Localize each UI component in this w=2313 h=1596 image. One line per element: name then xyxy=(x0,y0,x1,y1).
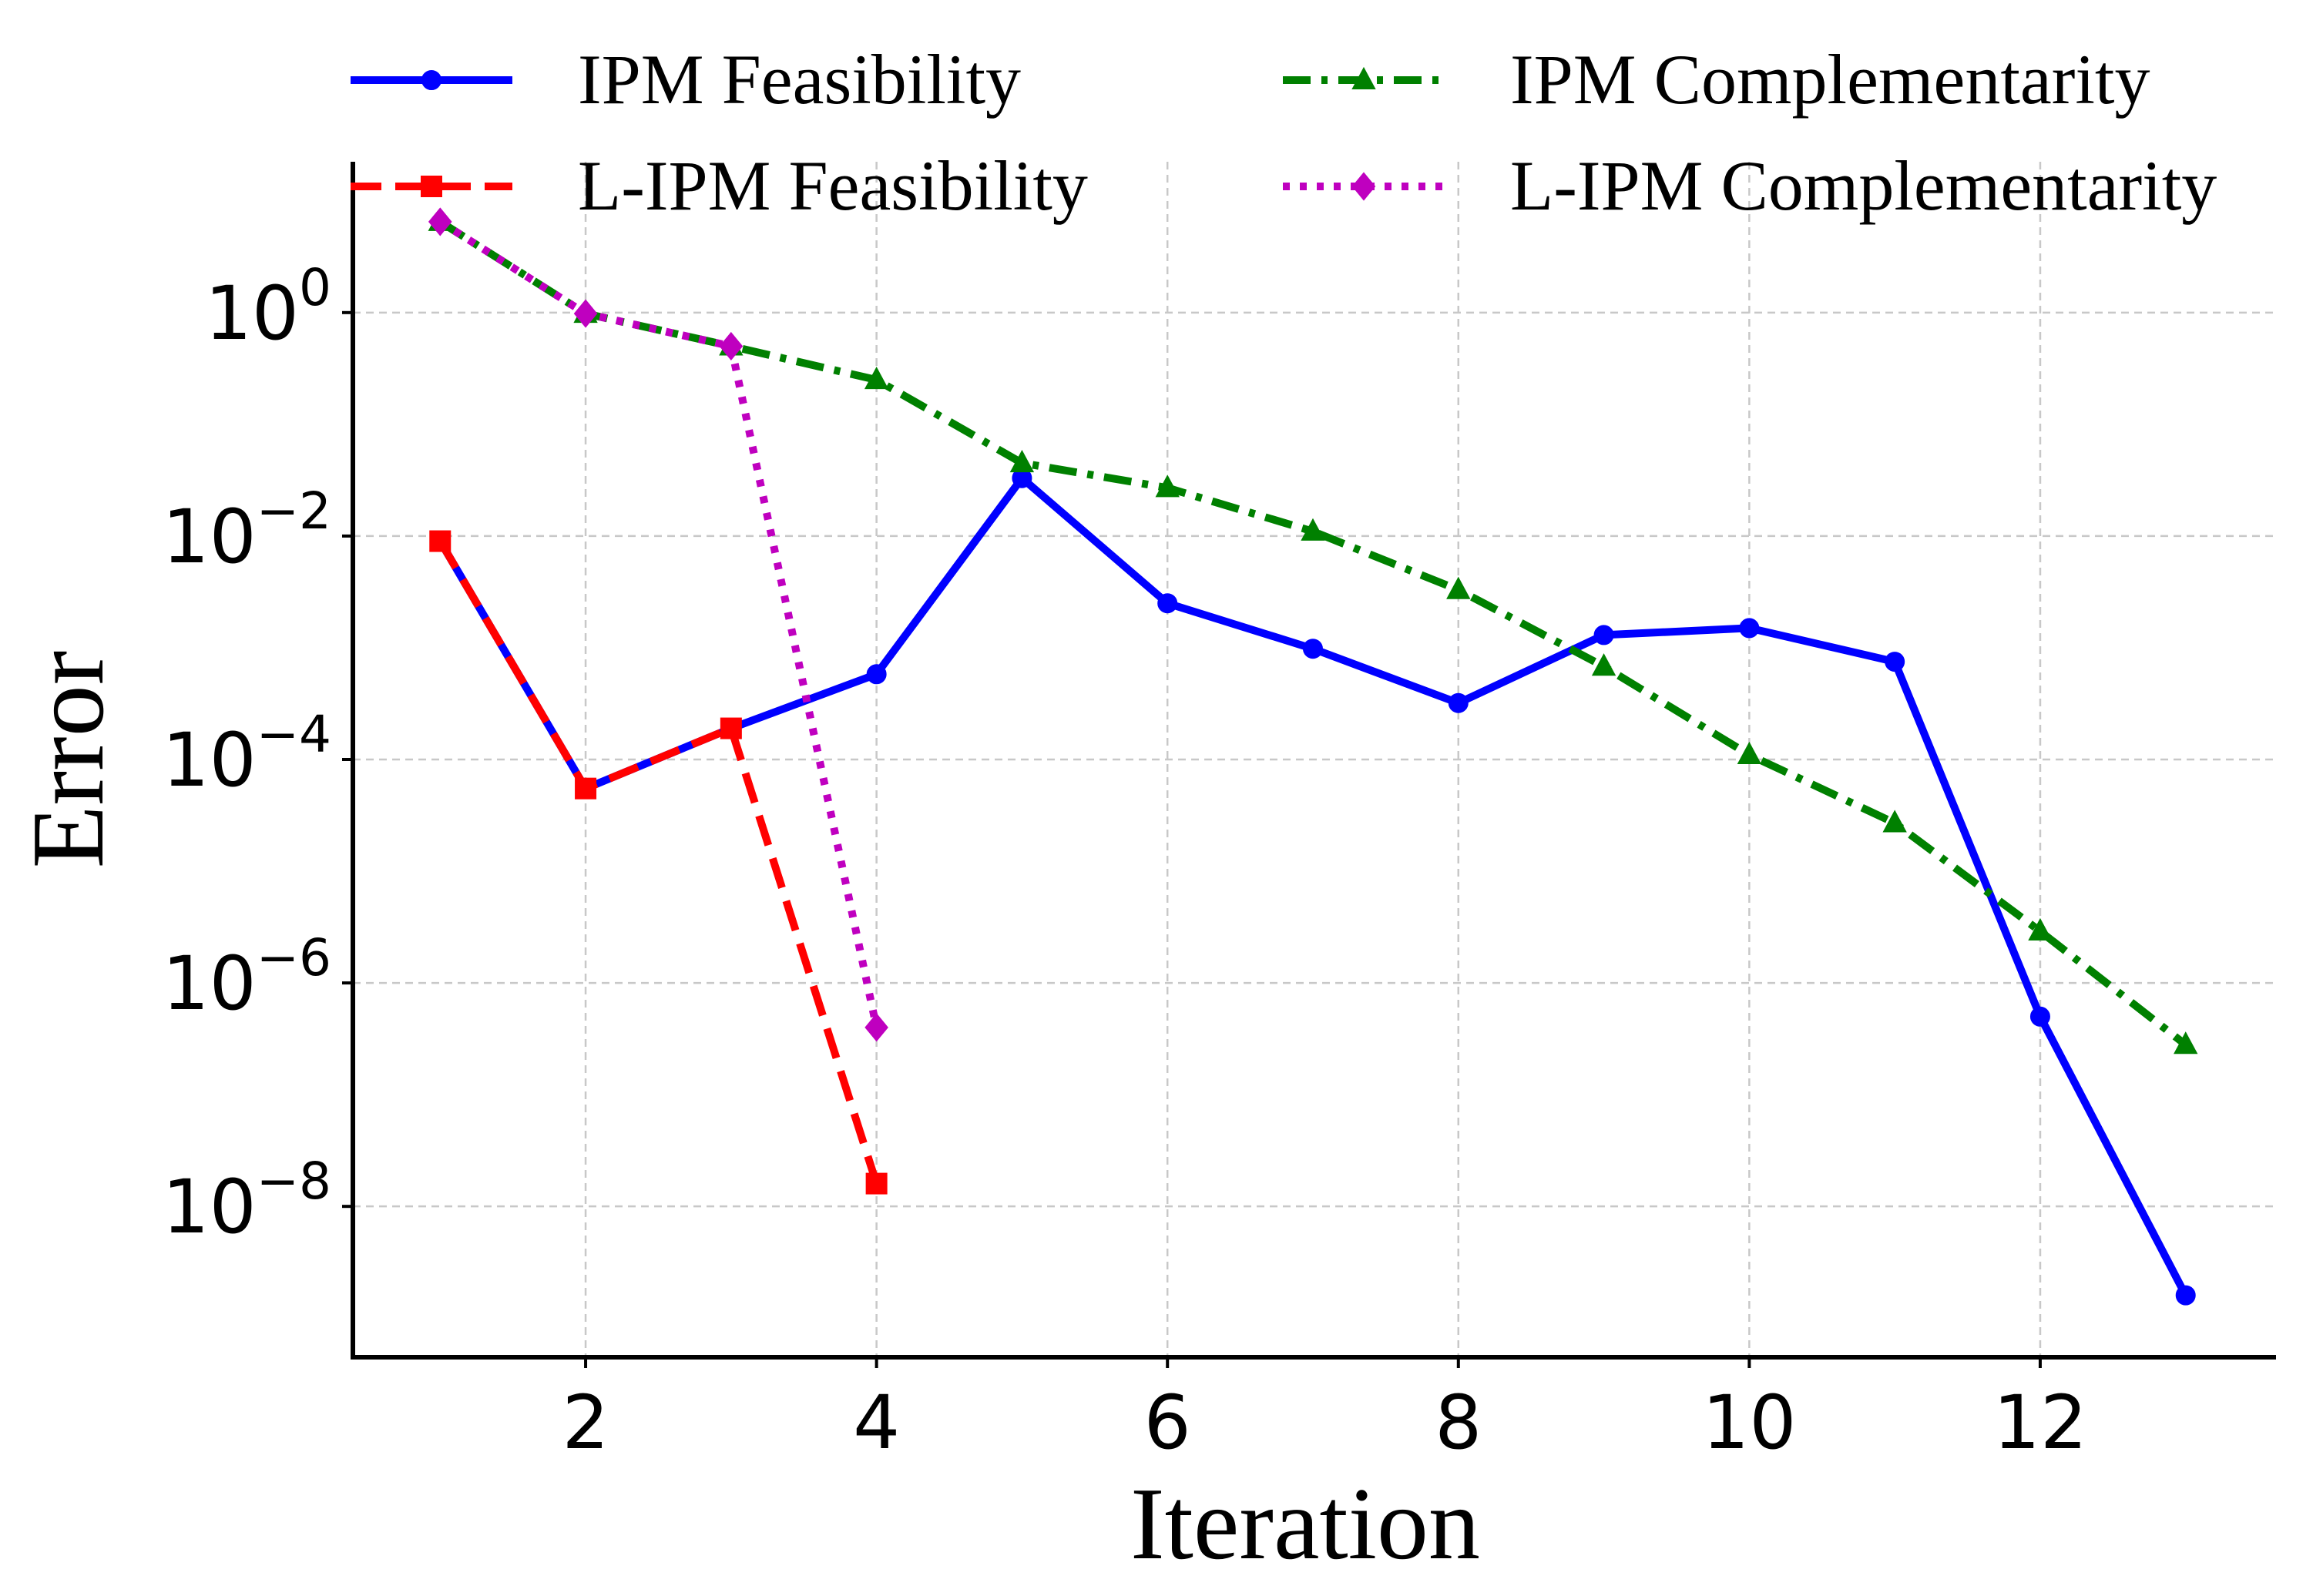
data-point xyxy=(429,530,452,552)
grid-layer xyxy=(353,162,2273,1357)
legend-label: IPM Feasibility xyxy=(578,40,1021,119)
legend-marker xyxy=(421,70,441,90)
legend-label: IPM Complementarity xyxy=(1510,40,2150,119)
data-point xyxy=(2174,1031,2198,1054)
series-layer xyxy=(428,207,2198,1306)
data-point xyxy=(1446,576,1471,599)
y-tick-label: 100 xyxy=(205,258,331,357)
legend-entry: L-IPM Complementarity xyxy=(1283,146,2217,225)
y-tick-labels: 100 10−2 10−4 10−6 10−8 xyxy=(163,258,353,1250)
x-tick-label: 6 xyxy=(1144,1380,1191,1466)
data-point xyxy=(864,1013,888,1042)
data-point xyxy=(1593,625,1614,645)
x-tick-label: 2 xyxy=(562,1380,609,1466)
data-point xyxy=(1155,474,1180,498)
legend-label: L-IPM Feasibility xyxy=(578,146,1088,225)
series-line xyxy=(436,539,881,1185)
legend-label: L-IPM Complementarity xyxy=(1510,146,2217,225)
series-ipm-complementarity xyxy=(428,208,2198,1054)
series-line xyxy=(438,218,881,1028)
x-axis-title: Iteration xyxy=(1130,1467,1480,1581)
data-point xyxy=(720,717,742,739)
data-point xyxy=(1739,618,1760,639)
x-tick-label: 12 xyxy=(1993,1380,2087,1466)
x-tick-label: 8 xyxy=(1435,1380,1482,1466)
data-point xyxy=(864,367,889,390)
y-tick-label: 10−8 xyxy=(163,1152,331,1250)
y-tick-label: 10−2 xyxy=(163,481,331,580)
data-point xyxy=(866,664,887,685)
series-line xyxy=(436,474,2190,1297)
data-point xyxy=(573,299,598,328)
legend-marker xyxy=(1351,66,1376,89)
data-point xyxy=(1157,593,1178,614)
legend: IPM Feasibility L-IPM Feasibility IPM Comp… xyxy=(351,40,2217,225)
y-axis-title: Error xyxy=(11,651,125,869)
series-l-ipm-feasibility xyxy=(429,530,888,1195)
x-tick-labels: 2 4 6 8 10 12 xyxy=(562,1357,2087,1466)
x-tick-label: 10 xyxy=(1702,1380,1796,1466)
data-point xyxy=(1882,810,1907,833)
data-point xyxy=(2175,1285,2196,1306)
data-point xyxy=(1591,653,1616,676)
data-point xyxy=(2028,917,2053,941)
legend-marker xyxy=(421,176,442,197)
data-point xyxy=(1303,639,1323,659)
series-ipm-feasibility xyxy=(430,468,2196,1306)
legend-entry: IPM Complementarity xyxy=(1283,40,2150,119)
data-point xyxy=(575,777,597,800)
y-tick-label: 10−6 xyxy=(163,928,331,1027)
data-point xyxy=(1885,652,1905,672)
data-point xyxy=(2029,1006,2050,1027)
series-l-ipm-complementarity xyxy=(428,207,888,1042)
x-tick-label: 4 xyxy=(853,1380,900,1466)
data-point xyxy=(1009,450,1035,473)
data-point xyxy=(1301,518,1325,541)
data-point xyxy=(719,331,744,361)
data-point xyxy=(865,1172,888,1195)
legend-entry: L-IPM Feasibility xyxy=(351,146,1088,225)
y-tick-label: 10−4 xyxy=(163,705,331,803)
data-point xyxy=(428,207,452,236)
legend-marker xyxy=(1351,172,1376,201)
data-point xyxy=(1737,741,1762,764)
series-line xyxy=(438,218,2188,1048)
data-point xyxy=(1448,692,1469,713)
legend-entry: IPM Feasibility xyxy=(351,40,1021,119)
axes-layer xyxy=(351,162,2276,1360)
